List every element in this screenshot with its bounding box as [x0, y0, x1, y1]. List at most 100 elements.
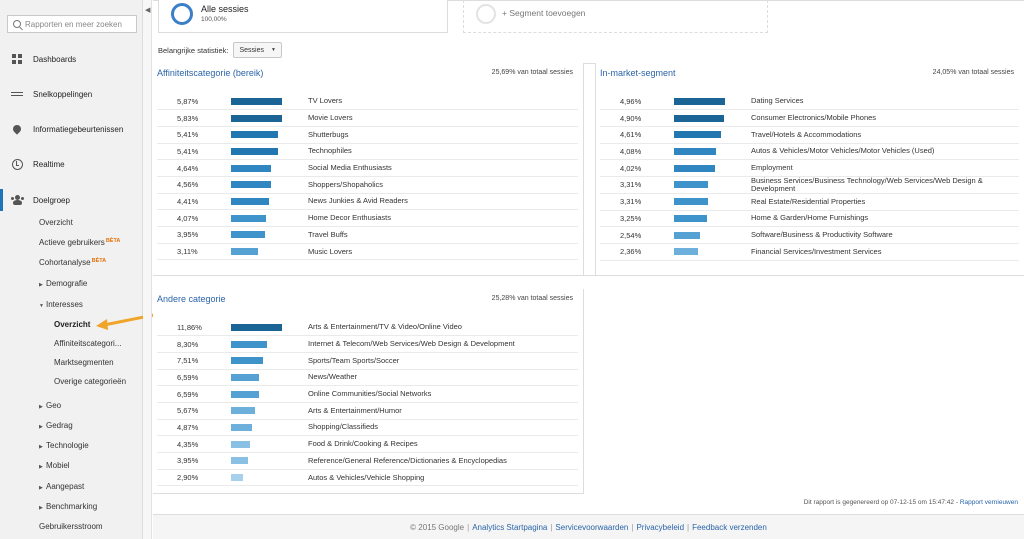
row-category-link[interactable]: News Junkies & Avid Readers	[308, 193, 578, 211]
percentage-bar	[231, 131, 278, 139]
affinity-panel-title[interactable]: Affiniteitscategorie (bereik)	[157, 68, 264, 78]
geo-toggle[interactable]: ▶ Geo	[39, 401, 61, 410]
nav-shortcuts[interactable]: Snelkoppelingen	[0, 83, 143, 105]
table-row: 3,25% Home & Garden/Home Furnishings	[600, 210, 1019, 228]
benchmarking-toggle[interactable]: ▶ Benchmarking	[39, 502, 97, 511]
row-category-link[interactable]: Software/Business & Productivity Softwar…	[751, 226, 1019, 244]
table-row: 4,35% Food & Drink/Cooking & Recipes	[157, 435, 578, 453]
table-row: 7,51% Sports/Team Sports/Soccer	[157, 352, 578, 370]
nav-intelligence-events[interactable]: Informatiegebeurtenissen	[0, 118, 143, 140]
segment-title: Alle sessies	[201, 4, 249, 14]
cohort-analysis-link[interactable]: CohortanalyseBÈTA	[39, 258, 106, 267]
row-category-link[interactable]: Autos & Vehicles/Vehicle Shopping	[308, 469, 578, 487]
row-category-link[interactable]: Dating Services	[751, 93, 1019, 111]
table-row: 6,59% News/Weather	[157, 369, 578, 387]
search-box[interactable]	[7, 15, 137, 33]
sidebar-collapse-handle[interactable]: ◀	[143, 0, 152, 539]
affinity-categories-link[interactable]: Affiniteitscategori...	[54, 339, 122, 348]
inmarket-panel-title[interactable]: In-market-segment	[600, 68, 676, 78]
row-category-link[interactable]: Internet & Telecom/Web Services/Web Desi…	[308, 335, 578, 353]
collapse-left-icon: ◀	[145, 7, 151, 14]
custom-toggle[interactable]: ▶ Aangepast	[39, 482, 84, 491]
affinity-panel: Affiniteitscategorie (bereik) 25,69% van…	[153, 63, 583, 275]
users-flow-link[interactable]: Gebruikersstroom	[39, 522, 103, 531]
nav-shortcuts-label: Snelkoppelingen	[33, 89, 93, 99]
row-category-link[interactable]: Home & Garden/Home Furnishings	[751, 210, 1019, 228]
row-category-link[interactable]: Technophiles	[308, 143, 578, 161]
other-panel-total: 25,28% van totaal sessies	[491, 295, 573, 302]
row-category-link[interactable]: TV Lovers	[308, 93, 578, 111]
row-category-link[interactable]: Home Decor Enthusiasts	[308, 209, 578, 227]
search-input[interactable]	[25, 19, 135, 29]
row-category-link[interactable]: Autos & Vehicles/Motor Vehicles/Motor Ve…	[751, 143, 1019, 161]
privacy-link[interactable]: Privacybeleid	[636, 522, 685, 532]
row-category-link[interactable]: Food & Drink/Cooking & Recipes	[308, 435, 578, 453]
analytics-home-link[interactable]: Analytics Startpagina	[472, 522, 548, 532]
add-segment-button[interactable]: + Segment toevoegen	[463, 0, 768, 33]
nav-dashboards[interactable]: Dashboards	[0, 48, 143, 70]
nav-realtime[interactable]: Realtime	[0, 153, 143, 175]
row-category-link[interactable]: Reference/General Reference/Dictionaries…	[308, 452, 578, 470]
interests-label: Interesses	[46, 300, 83, 309]
row-bar-cell	[231, 159, 308, 177]
row-category-link[interactable]: Real Estate/Residential Properties	[751, 193, 1019, 211]
audience-overview-link[interactable]: Overzicht	[39, 218, 73, 227]
row-percentage: 5,83%	[157, 109, 231, 127]
percentage-bar	[231, 457, 248, 465]
market-segments-link[interactable]: Marktsegmenten	[54, 358, 114, 367]
row-category-link[interactable]: Music Lovers	[308, 243, 578, 261]
row-category-link[interactable]: Arts & Entertainment/TV & Video/Online V…	[308, 319, 578, 337]
panel-divider	[153, 275, 1024, 276]
row-category-link[interactable]: Arts & Entertainment/Humor	[308, 402, 578, 420]
nav-audience[interactable]: Doelgroep	[0, 189, 143, 211]
other-panel-title[interactable]: Andere categorie	[157, 294, 226, 304]
row-category-link[interactable]: Travel Buffs	[308, 226, 578, 244]
row-category-link[interactable]: Financial Services/Investment Services	[751, 243, 1019, 261]
row-category-link[interactable]: News/Weather	[308, 369, 578, 387]
row-category-link[interactable]: Sports/Team Sports/Soccer	[308, 352, 578, 370]
table-row: 3,11% Music Lovers	[157, 243, 578, 261]
row-category-link[interactable]: Shopping/Classifieds	[308, 419, 578, 437]
terms-link[interactable]: Servicevoorwaarden	[555, 522, 629, 532]
row-category-link[interactable]: Online Communities/Social Networks	[308, 385, 578, 403]
other-categories-link[interactable]: Overige categorieën	[54, 377, 127, 386]
nav-intelligence-events-label: Informatiegebeurtenissen	[33, 124, 124, 134]
percentage-bar	[231, 97, 282, 105]
interests-toggle[interactable]: ▼ Interesses	[39, 300, 83, 309]
table-row: 4,87% Shopping/Classifieds	[157, 419, 578, 437]
percentage-bar	[674, 198, 708, 206]
row-category-link[interactable]: Movie Lovers	[308, 109, 578, 127]
mobile-label: Mobiel	[46, 461, 70, 470]
segment-all-sessions[interactable]: Alle sessies 100,00%	[158, 0, 448, 33]
percentage-bar	[231, 440, 250, 448]
row-category-link[interactable]: Shoppers/Shopaholics	[308, 176, 578, 194]
table-row: 5,83% Movie Lovers	[157, 109, 578, 127]
row-bar-cell	[231, 419, 308, 437]
triangle-right-icon: ▶	[39, 424, 43, 430]
percentage-bar	[674, 147, 716, 155]
triangle-right-icon: ▶	[39, 444, 43, 450]
mobile-toggle[interactable]: ▶ Mobiel	[39, 461, 70, 470]
demographics-toggle[interactable]: ▶ Demografie	[39, 279, 87, 288]
copyright: © 2015 Google	[410, 522, 465, 532]
behavior-toggle[interactable]: ▶ Gedrag	[39, 421, 73, 430]
key-metric-select[interactable]: Sessies ▼	[233, 42, 282, 58]
technology-toggle[interactable]: ▶ Technologie	[39, 441, 89, 450]
interests-overview-link[interactable]: Overzicht	[54, 320, 91, 329]
row-bar-cell	[231, 176, 308, 194]
table-row: 4,56% Shoppers/Shopaholics	[157, 176, 578, 194]
row-bar-cell	[231, 402, 308, 420]
row-category-link[interactable]: Travel/Hotels & Accommodations	[751, 126, 1019, 144]
row-category-link[interactable]: Shutterbugs	[308, 126, 578, 144]
refresh-report-link[interactable]: Rapport vernieuwen	[959, 499, 1018, 506]
row-bar-cell	[231, 385, 308, 403]
row-category-link[interactable]: Consumer Electronics/Mobile Phones	[751, 109, 1019, 127]
row-category-link[interactable]: Employment	[751, 159, 1019, 177]
behavior-label: Gedrag	[46, 421, 73, 430]
percentage-bar	[674, 214, 707, 222]
feedback-link[interactable]: Feedback verzenden	[692, 522, 767, 532]
row-percentage: 3,31%	[600, 193, 674, 211]
row-category-link[interactable]: Business Services/Business Technology/We…	[751, 176, 1019, 194]
active-users-link[interactable]: Actieve gebruikersBÈTA	[39, 238, 120, 247]
row-category-link[interactable]: Social Media Enthusiasts	[308, 159, 578, 177]
